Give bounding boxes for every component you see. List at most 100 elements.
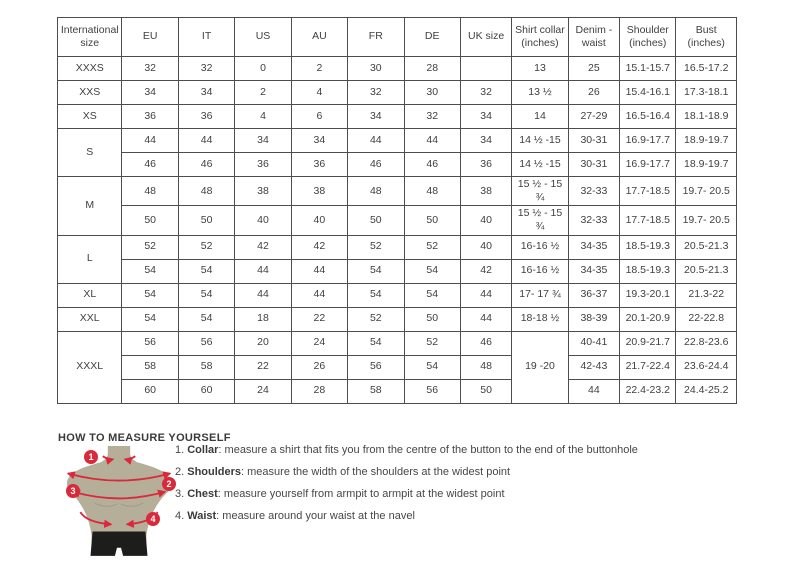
- table-cell: 22: [234, 354, 292, 380]
- table-cell: 34: [459, 128, 513, 153]
- table-cell: 22.8-23.6: [675, 330, 737, 356]
- table-cell: 54: [177, 282, 236, 308]
- column-header: Shirt collar (inches): [511, 17, 569, 57]
- table-cell: 54: [403, 258, 461, 284]
- table-cell: 46: [347, 152, 405, 177]
- table-cell: S: [56, 128, 123, 177]
- table-cell: XS: [56, 104, 123, 129]
- table-row: 60 60 24 28 58 56 50 44 22.4-23.2 24.4-25.2: [58, 378, 737, 404]
- table-cell: 27-29: [567, 104, 621, 129]
- table-cell: 54: [121, 282, 179, 308]
- table-cell: 20.5-21.3: [675, 258, 737, 284]
- table-cell: 58: [177, 354, 236, 380]
- table-cell: 17.3-18.1: [675, 80, 737, 105]
- measure-instructions: 1. Collar: measure a shirt that fits you…: [175, 444, 638, 532]
- table-cell: 44: [459, 306, 513, 332]
- table-cell: 38: [234, 175, 292, 207]
- shorts-shape: [90, 531, 148, 556]
- table-row: XXXL 56 56 20 24 54 52 46 19 -20 40-41 20.9-21.7 22…: [56, 330, 737, 404]
- table-cell: 56: [403, 378, 461, 404]
- table-cell: 22.4-23.2: [619, 378, 677, 404]
- measure-badge-waist: 4: [146, 512, 160, 526]
- table-cell: XL: [56, 282, 123, 308]
- column-header: US: [234, 17, 292, 57]
- table-cell: 52: [403, 234, 461, 260]
- column-header: Shoulder (inches): [619, 17, 677, 57]
- table-cell: 18.9-19.7: [675, 128, 737, 153]
- table-cell: 36: [177, 104, 236, 129]
- table-cell: 21.7-22.4: [619, 354, 677, 380]
- waist-arrow: [79, 511, 113, 528]
- table-cell: 50: [403, 205, 461, 236]
- table-cell: L: [56, 234, 123, 284]
- table-cell: 18.5-19.3: [619, 258, 677, 284]
- table-cell: 54: [347, 282, 405, 308]
- column-header: AU: [290, 17, 349, 57]
- table-cell: 32: [121, 56, 179, 81]
- table-cell: 18.5-19.3: [619, 234, 677, 260]
- table-row: XXXS 32 32 0 2 30 28 13 25 15.1-15.7 16.5-17.2: [56, 56, 737, 81]
- table-cell: 34: [234, 128, 292, 153]
- table-cell: 56: [347, 354, 405, 380]
- table-cell: 18: [234, 306, 292, 332]
- table-cell: 26: [567, 80, 621, 105]
- table-cell: 19.7- 20.5: [675, 205, 737, 236]
- table-cell: 44: [567, 378, 621, 404]
- table-cell: [459, 56, 513, 81]
- column-header: Bust (inches): [675, 17, 737, 57]
- table-cell: 44: [459, 282, 513, 308]
- table-cell: 24.4-25.2: [675, 378, 737, 404]
- table-cell: XXXS: [56, 56, 123, 81]
- table-cell: 40-41: [567, 330, 621, 356]
- table-cell: 56: [121, 330, 179, 356]
- table-cell: 24: [234, 378, 292, 404]
- instruction-waist: 4. Waist: measure around your waist at t…: [175, 510, 415, 523]
- table-cell: 42: [234, 234, 292, 260]
- table-cell: 22-22.8: [675, 306, 737, 332]
- table-cell: 18-18 ½: [511, 306, 569, 332]
- table-cell: 2: [234, 80, 292, 105]
- table-cell: 14 ½ -15: [511, 128, 569, 153]
- table-cell: 22: [290, 306, 349, 332]
- mannequin-figure: 1 2 3 4: [60, 446, 178, 563]
- table-cell: 50: [459, 378, 513, 404]
- table-cell: 46: [121, 152, 179, 177]
- table-cell: 32: [347, 80, 405, 105]
- table-cell: 54: [347, 330, 405, 356]
- instruction-collar: 1. Collar: measure a shirt that fits you…: [175, 444, 638, 456]
- table-row: XXS 34 34 2 4 32 30 32 13 ½ 26 15.4-16.1 17.3-18.1: [56, 80, 737, 105]
- table-cell: 54: [403, 354, 461, 380]
- table-cell: 28: [403, 56, 461, 81]
- table-cell: XXXL: [56, 330, 123, 404]
- column-header: IT: [177, 17, 236, 57]
- table-row: 50 50 40 40 50 50 40 15 ½ - 15 ¾ 32-33 17.7-18.5 1…: [58, 205, 737, 236]
- column-header: International size: [56, 17, 123, 57]
- table-cell: 42-43: [567, 354, 621, 380]
- chest-arrow: [71, 489, 167, 500]
- table-cell: 44: [177, 128, 236, 153]
- table-cell: 48: [121, 175, 179, 207]
- table-cell: 4: [234, 104, 292, 129]
- table-cell: 44: [234, 282, 292, 308]
- table-cell: 58: [121, 354, 179, 380]
- table-cell: XXL: [56, 306, 123, 332]
- table-cell: 44: [290, 282, 349, 308]
- table-cell: 36: [459, 152, 513, 177]
- table-row: 46 46 36 36 46 46 36 14 ½ -15 30-31 16.9-17.7 18.9…: [58, 152, 737, 177]
- table-cell: 20: [234, 330, 292, 356]
- table-cell: 16.5-17.2: [675, 56, 737, 81]
- table-cell: 54: [177, 306, 236, 332]
- table-cell: 23.6-24.4: [675, 354, 737, 380]
- table-cell: 38: [459, 175, 513, 207]
- table-cell: 30: [347, 56, 405, 81]
- table-cell: 15.1-15.7: [619, 56, 677, 81]
- column-header: EU: [121, 17, 179, 57]
- table-cell: 30-31: [567, 128, 621, 153]
- table-cell: 54: [403, 282, 461, 308]
- table-cell: 54: [121, 258, 179, 284]
- table-cell: 44: [403, 128, 461, 153]
- table-cell: 48: [347, 175, 405, 207]
- measure-badge-shoulders: 2: [162, 477, 176, 491]
- table-cell: 20.5-21.3: [675, 234, 737, 260]
- measure-section-title: HOW TO MEASURE YOURSELF: [58, 432, 231, 444]
